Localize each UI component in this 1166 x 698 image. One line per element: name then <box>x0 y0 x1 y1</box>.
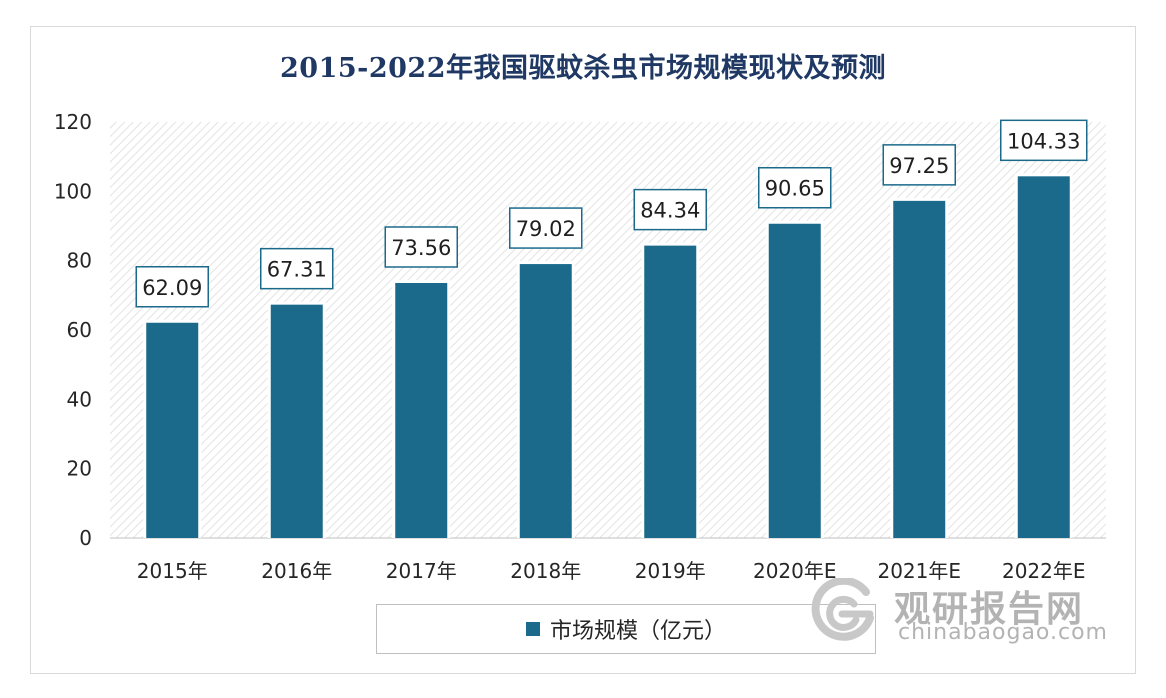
y-tick-label: 60 <box>67 318 92 342</box>
legend-label: 市场规模（亿元） <box>549 619 726 644</box>
x-tick-label: 2022年E <box>1002 559 1086 583</box>
x-tick-label: 2019年 <box>635 559 706 583</box>
bar <box>893 200 946 538</box>
legend: 市场规模（亿元） <box>376 604 876 654</box>
watermark-name: 观研报告网 <box>894 589 1085 630</box>
data-label: 73.56 <box>391 236 451 260</box>
chart-title: 2015-2022年我国驱蚊杀虫市场规模现状及预测 <box>280 53 886 84</box>
y-tick-label: 40 <box>67 387 92 411</box>
data-label: 97.25 <box>889 154 949 178</box>
y-tick-label: 120 <box>54 110 92 134</box>
bar <box>519 264 572 538</box>
x-tick-label: 2015年 <box>137 559 208 583</box>
data-label-box <box>384 226 458 268</box>
y-tick-label: 100 <box>54 179 92 203</box>
bar <box>270 304 323 538</box>
watermark: 观研报告网 chinabaogao.com <box>808 574 1128 654</box>
data-label-box <box>135 266 209 308</box>
data-label: 104.33 <box>1007 129 1080 153</box>
x-tick-label: 2018年 <box>510 559 581 583</box>
x-tick-label: 2017年 <box>386 559 457 583</box>
data-label-box <box>509 207 583 249</box>
data-labels: 62.09 67.31 73.56 79.02 84.34 90.65 97.25 104.3… <box>135 119 1088 308</box>
bar <box>146 322 199 538</box>
data-label-box <box>1000 119 1088 162</box>
plot-area <box>110 122 1106 538</box>
data-label-box <box>758 166 832 209</box>
x-tick-label: 2020年E <box>753 559 837 583</box>
data-label: 62.09 <box>142 276 202 300</box>
watermark-logo-icon <box>811 578 874 641</box>
legend-swatch <box>525 622 540 636</box>
data-label: 90.65 <box>765 177 825 201</box>
y-tick-label: 20 <box>67 457 92 481</box>
bar <box>768 223 821 538</box>
y-tick-label: 80 <box>67 249 92 273</box>
data-label-box <box>260 247 334 290</box>
data-label: 84.34 <box>640 199 700 223</box>
watermark-url: chinabaogao.com <box>898 620 1108 645</box>
data-label-box <box>882 144 956 186</box>
data-label: 79.02 <box>516 217 576 241</box>
bar <box>395 282 448 538</box>
x-tick-label: 2021年E <box>877 559 961 583</box>
bars <box>143 173 1073 538</box>
bar <box>1017 176 1070 538</box>
x-tick-label: 2016年 <box>261 559 332 583</box>
data-label-box <box>633 188 707 231</box>
data-label: 67.31 <box>267 258 327 282</box>
bar <box>644 245 697 538</box>
y-tick-label: 0 <box>79 526 92 550</box>
axes: 0 20 40 60 80 100 120 2015年 2016年 2017年 2018年 2019年… <box>54 110 1106 583</box>
